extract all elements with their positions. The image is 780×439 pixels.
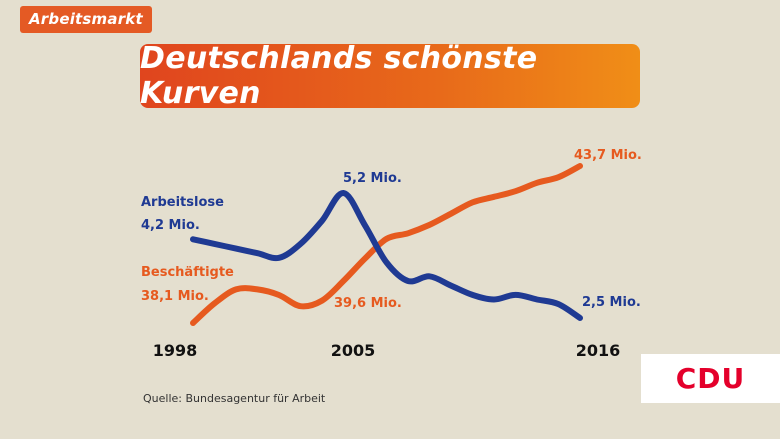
section-tag: Arbeitsmarkt	[20, 6, 152, 33]
data-label: 38,1 Mio.	[141, 289, 209, 304]
data-label: 4,2 Mio.	[141, 218, 200, 233]
data-label: 2,5 Mio.	[582, 295, 641, 310]
chart-title: Deutschlands schönste Kurven	[140, 41, 538, 111]
series-name-arbeitslose: Arbeitslose	[141, 195, 224, 210]
data-label: 5,2 Mio.	[343, 171, 402, 186]
x-tick-label: 2016	[576, 341, 621, 360]
series-line-arbeitslose	[190, 190, 583, 321]
data-label: 39,6 Mio.	[334, 296, 402, 311]
title-banner: Deutschlands schönste Kurven	[140, 41, 640, 111]
x-tick-label: 1998	[153, 341, 198, 360]
x-tick-label: 2005	[331, 341, 376, 360]
series-name-beschaeftigte: Beschäftigte	[141, 265, 234, 280]
cdu-logo: CDU	[641, 354, 780, 403]
data-label: 43,7 Mio.	[574, 148, 642, 163]
series-line-beschaeftigte	[190, 163, 583, 326]
logo-text: CDU	[675, 362, 746, 395]
source-note: Quelle: Bundesagentur für Arbeit	[143, 392, 326, 405]
